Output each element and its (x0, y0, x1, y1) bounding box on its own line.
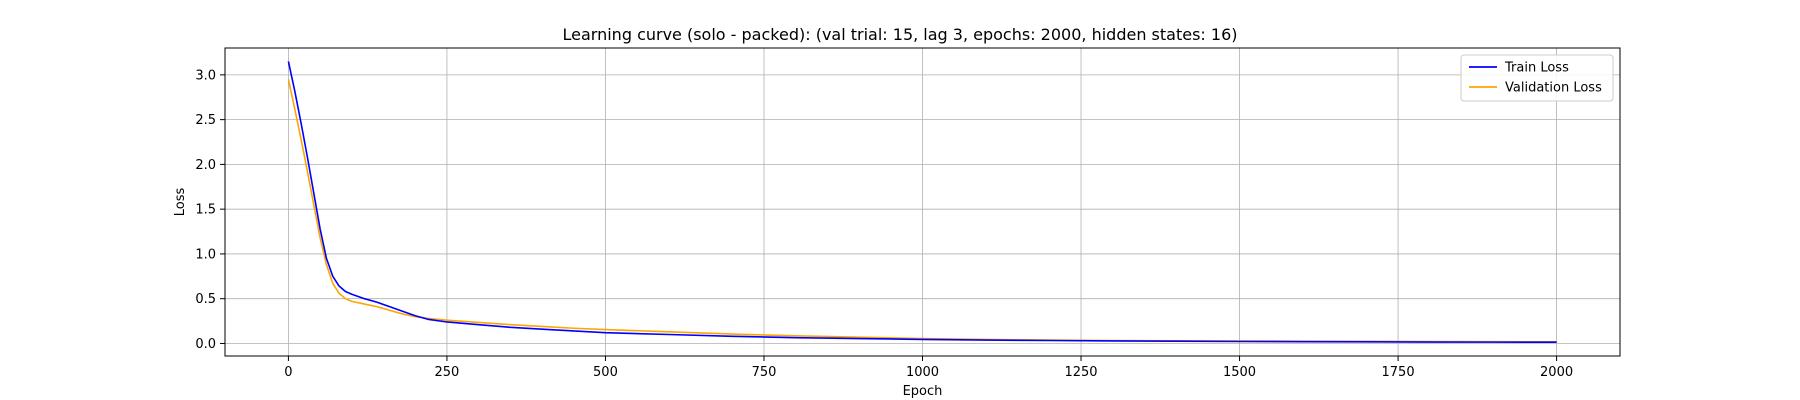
y-tick-label: 1.0 (195, 247, 216, 262)
x-tick-label: 750 (752, 365, 777, 380)
legend-box (1460, 54, 1614, 102)
x-tick-label: 0 (284, 365, 292, 380)
y-tick-label: 2.0 (195, 158, 216, 173)
legend-label: Train Loss (1504, 61, 1569, 76)
y-tick-label: 2.5 (195, 113, 216, 128)
x-axis-label: Epoch (903, 384, 943, 399)
x-tick-label: 1500 (1223, 365, 1256, 380)
plot-frame (224, 47, 1621, 357)
y-tick-label: 0.0 (195, 337, 216, 352)
legend: Train Loss Validation Loss (1460, 54, 1614, 102)
y-tick-label: 1.5 (195, 203, 216, 218)
x-tick-label: 2000 (1540, 365, 1573, 380)
x-tick-label: 1250 (1064, 365, 1097, 380)
y-tick-label: 3.0 (195, 68, 216, 83)
y-tick-label: 0.5 (195, 292, 216, 307)
x-tick-label: 1750 (1382, 365, 1415, 380)
x-tick-label: 500 (593, 365, 618, 380)
x-tick-label: 250 (435, 365, 460, 380)
axis-ticks: 0 250 500 750 1000 1250 1500 1750 2000 0.0 0.5 1.0 1… (195, 68, 1573, 380)
series-line-train-loss (287, 61, 1557, 344)
y-axis-label: Loss (173, 188, 188, 217)
x-tick-label: 1000 (906, 365, 939, 380)
series-lines (287, 61, 1557, 344)
legend-label: Validation Loss (1505, 81, 1602, 96)
chart-title: Learning curve (solo - packed): (val tri… (563, 25, 1238, 44)
